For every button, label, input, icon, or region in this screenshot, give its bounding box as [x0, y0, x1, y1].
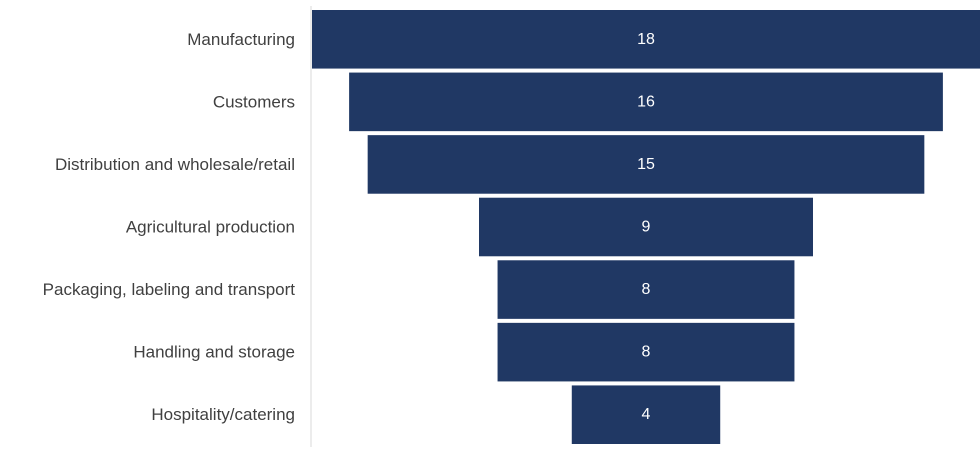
category-labels-group: Manufacturing Customers Distribution and w… — [43, 30, 296, 424]
bar-value-label: 4 — [642, 406, 651, 423]
bar-value-label: 9 — [642, 219, 651, 236]
bar-value-label: 18 — [637, 31, 655, 48]
funnel-bar — [349, 72, 943, 132]
category-label: Manufacturing — [187, 30, 295, 49]
funnel-bar — [312, 10, 980, 69]
funnel-bar — [497, 260, 795, 319]
category-label: Agricultural production — [126, 218, 295, 237]
funnel-bar — [367, 135, 925, 194]
bar-value-label: 16 — [637, 93, 655, 110]
category-label: Hospitality/catering — [151, 405, 295, 424]
funnel-bar — [497, 322, 795, 382]
category-label: Distribution and wholesale/retail — [55, 155, 295, 174]
bars-group: 18 16 15 9 8 8 4 — [312, 10, 980, 444]
funnel-bar — [479, 197, 813, 257]
category-label: Customers — [213, 92, 295, 111]
bar-value-label: 15 — [637, 156, 655, 173]
bar-value-label: 8 — [642, 281, 651, 298]
category-label: Handling and storage — [133, 343, 295, 362]
funnel-bar — [571, 385, 721, 444]
category-label: Packaging, labeling and transport — [43, 280, 296, 299]
bar-value-label: 8 — [642, 344, 651, 361]
